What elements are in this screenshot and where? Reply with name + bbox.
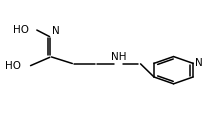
- Text: HO: HO: [13, 25, 29, 35]
- Text: NH: NH: [111, 52, 126, 62]
- Text: N: N: [52, 26, 60, 36]
- Text: N: N: [195, 58, 203, 68]
- Text: HO: HO: [5, 61, 21, 71]
